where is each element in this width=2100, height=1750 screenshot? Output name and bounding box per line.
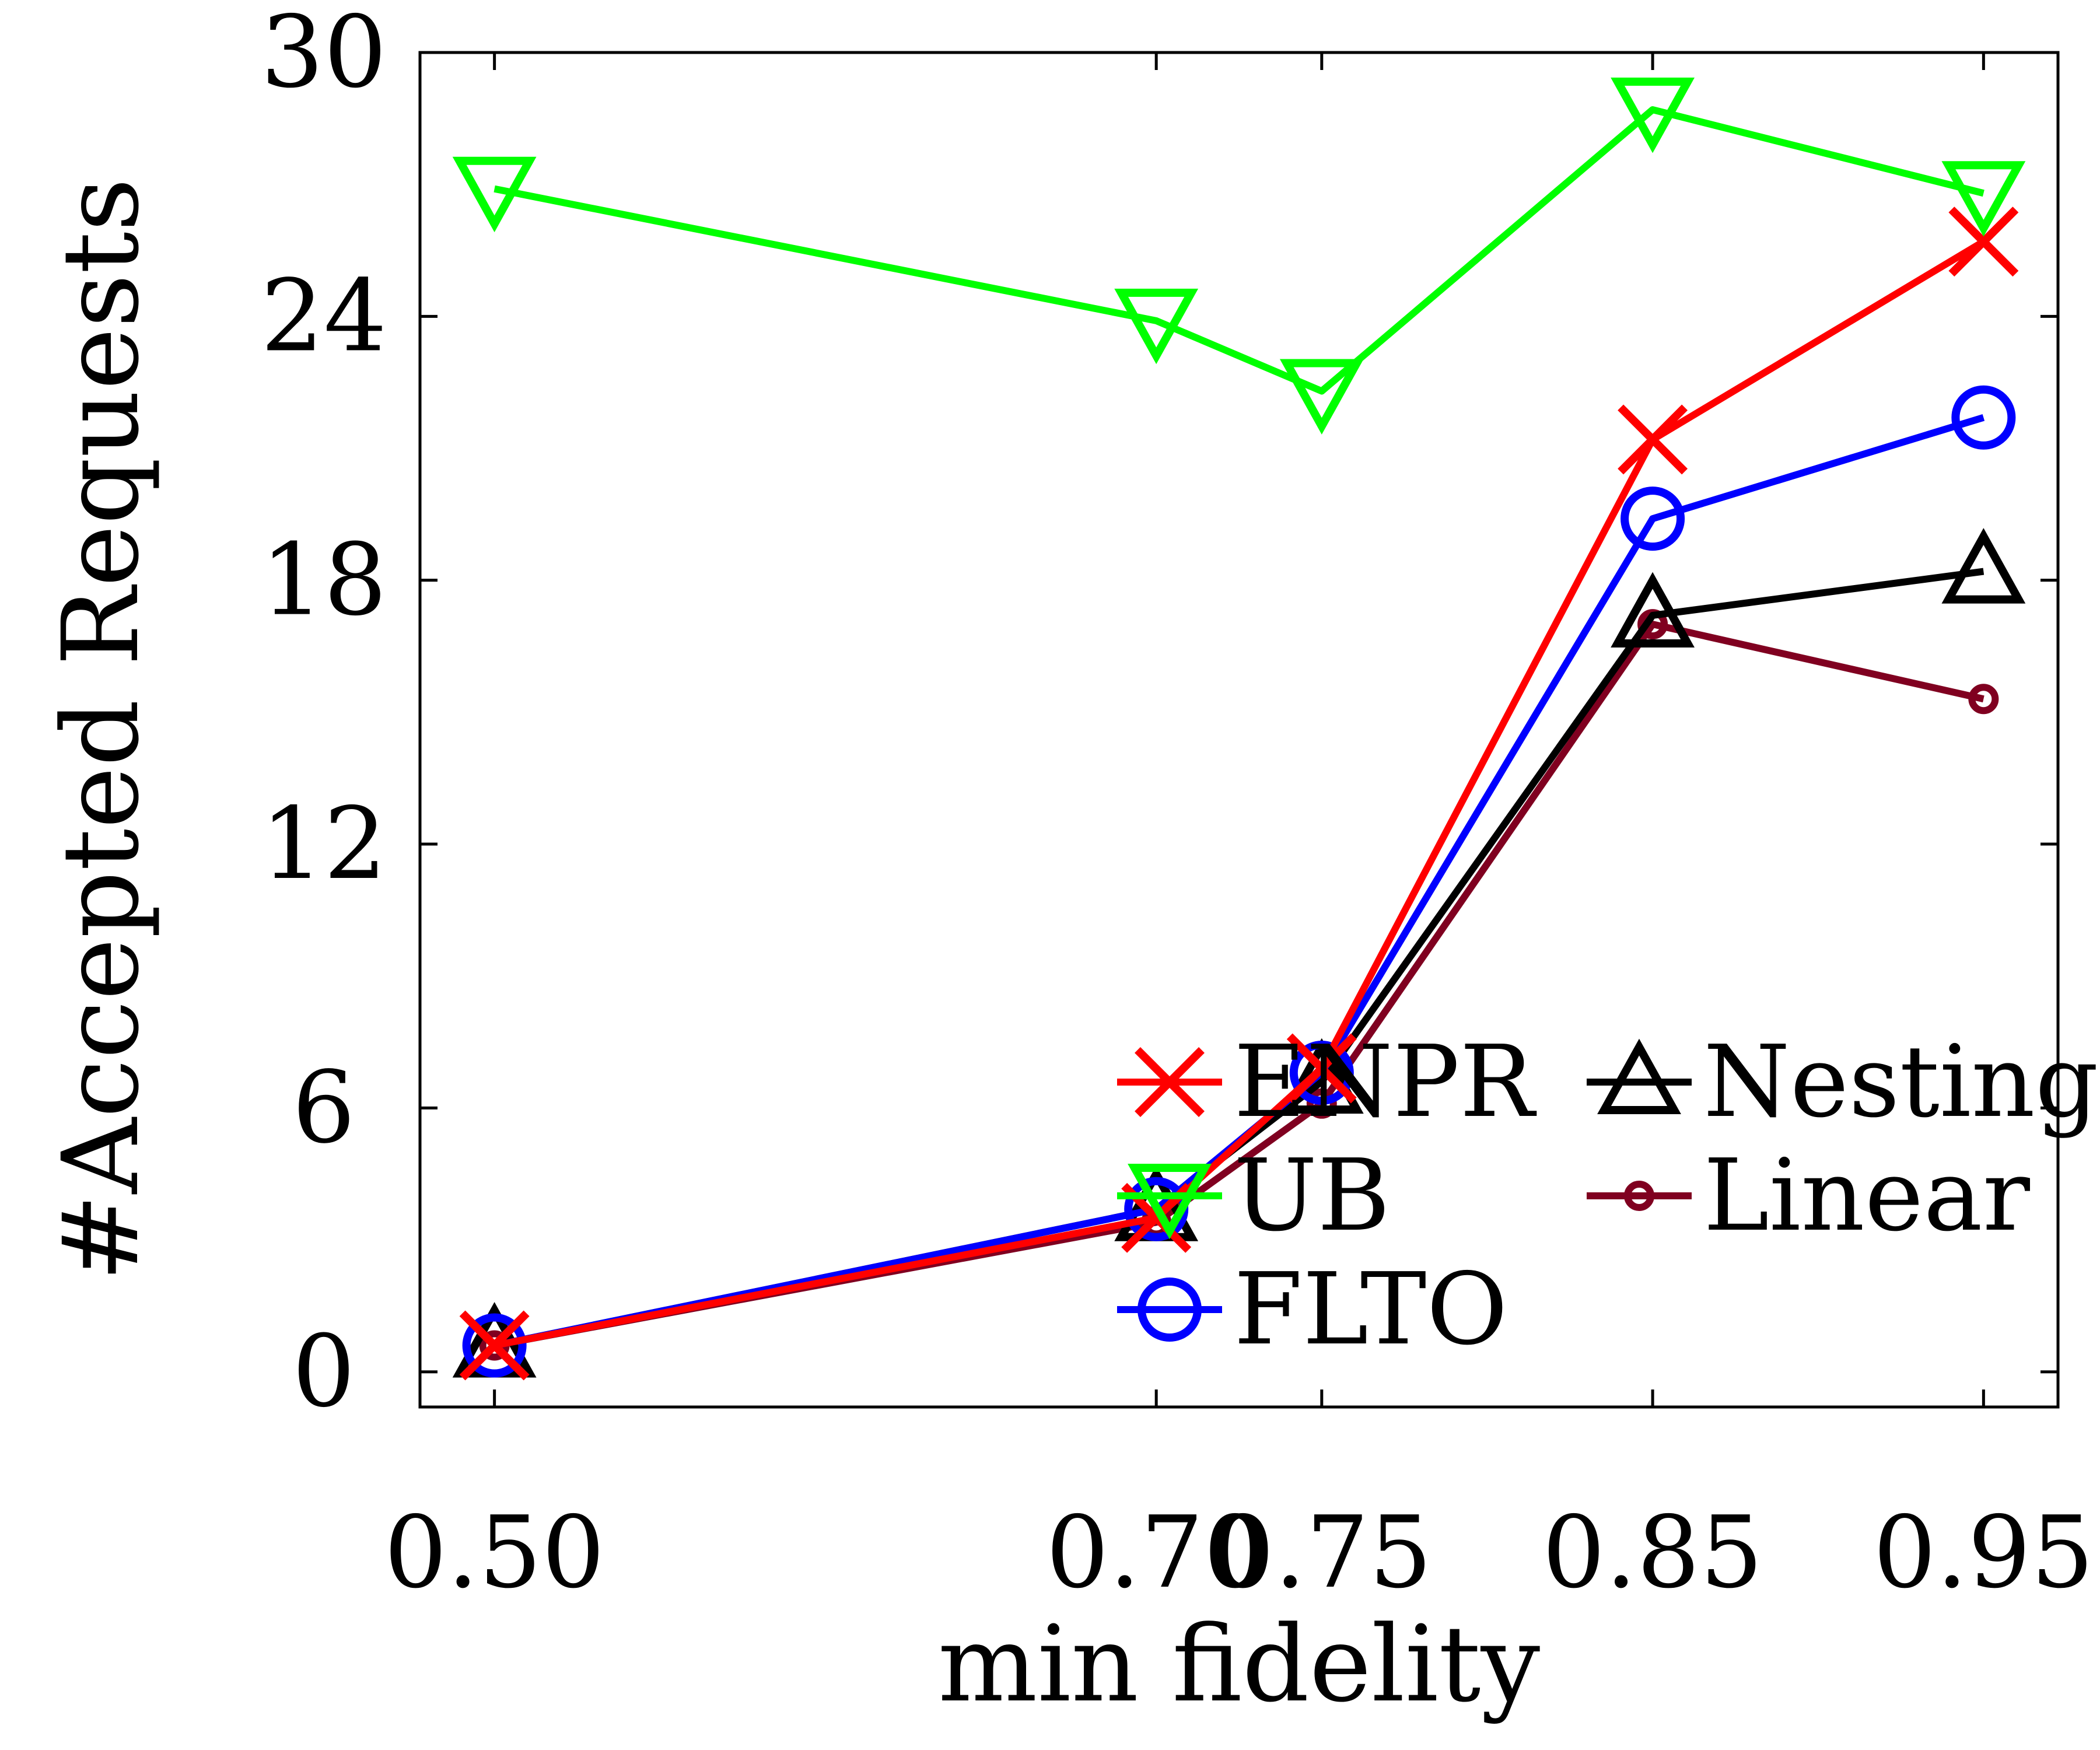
- x-tick-label: 0.70: [1046, 1495, 1267, 1611]
- x-tick-label: 0.95: [1873, 1495, 2094, 1611]
- legend-swatch-marker: [1624, 1181, 1654, 1211]
- series-ub: [452, 78, 2026, 435]
- x-axis: 0.50 0.700.75 0.85 0.95: [384, 52, 2094, 1611]
- data-point-enpr: [459, 1310, 530, 1381]
- y-axis: 0 6 12 18 24 30: [261, 0, 2058, 1430]
- y-tick-label: 24: [261, 258, 387, 374]
- legend-swatch-marker: [1128, 1164, 1212, 1240]
- marker-stroke: [1948, 206, 2019, 277]
- y-tick-label: 30: [261, 0, 387, 110]
- data-point-nesting: [1279, 1038, 1364, 1114]
- legend-swatch-marker: [1135, 1047, 1205, 1117]
- data-point-ub: [1611, 78, 1695, 153]
- legend-label-linear: Linear: [1703, 1138, 2031, 1254]
- plot-border: [418, 51, 2060, 1409]
- legend-label-enpr: ENPR: [1234, 1024, 1537, 1140]
- y-tick-label: 12: [261, 786, 387, 902]
- data-point-enpr: [1948, 206, 2019, 277]
- data-point-flto: [1951, 385, 2016, 450]
- data-point-flto: [1620, 487, 1685, 551]
- legend-swatch-marker: [1138, 1278, 1202, 1342]
- x-tick-label: 0.75: [1212, 1495, 1433, 1611]
- legend-label-ub: UB: [1234, 1138, 1390, 1254]
- x-tick-label: 0.50: [384, 1495, 605, 1611]
- data-point-flto: [1289, 1041, 1354, 1105]
- plot-frame: [418, 51, 2060, 1409]
- legend-label-nesting: Nesting: [1703, 1024, 2099, 1140]
- legend-label-flto: FLTO: [1234, 1252, 1508, 1367]
- legend-item-flto: FLTO: [1117, 1252, 1508, 1367]
- data-point-nesting: [1611, 572, 1695, 648]
- data-point-enpr: [1286, 1033, 1357, 1104]
- data-point-linear: [1306, 1088, 1337, 1119]
- legend-swatch-marker: [1597, 1038, 1681, 1114]
- data-point-ub: [1279, 359, 1364, 435]
- series-line-ub: [494, 106, 1985, 395]
- y-tick-label: 0: [292, 1314, 355, 1430]
- y-axis-title: #Accepted Requests: [40, 178, 162, 1282]
- data-point-ub: [1114, 288, 1199, 365]
- x-axis-title: min fidelity: [938, 1604, 1541, 1726]
- series-layer: [452, 78, 2026, 1381]
- legend-item-nesting: Nesting: [1587, 1024, 2099, 1140]
- data-point-nesting: [1941, 528, 2026, 604]
- legend-item-linear: Linear: [1587, 1138, 2031, 1254]
- marker-stroke: [1135, 1047, 1205, 1117]
- y-tick-label: 18: [261, 523, 387, 638]
- y-tick-label: 6: [292, 1050, 355, 1166]
- data-point-ub: [452, 156, 537, 233]
- marker-stroke: [1286, 1033, 1357, 1104]
- data-point-linear: [1968, 684, 1999, 715]
- x-tick-label: 0.85: [1542, 1495, 1763, 1611]
- marker-stroke: [459, 1310, 530, 1381]
- data-point-flto: [462, 1313, 527, 1378]
- legend-item-enpr: ENPR: [1117, 1024, 1537, 1140]
- data-point-ub: [1941, 161, 2026, 237]
- marker-stroke: [1618, 404, 1688, 475]
- data-point-enpr: [1618, 404, 1688, 475]
- legend-item-ub: UB: [1117, 1138, 1390, 1254]
